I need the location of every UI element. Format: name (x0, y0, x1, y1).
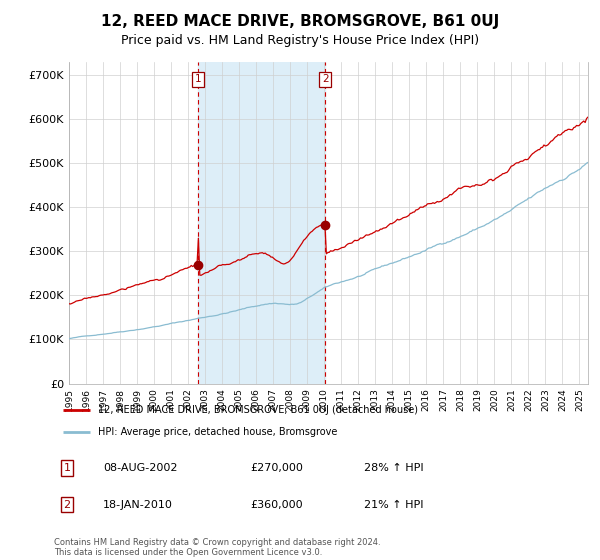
Text: 1: 1 (195, 74, 202, 84)
Text: 12, REED MACE DRIVE, BROMSGROVE, B61 0UJ (detached house): 12, REED MACE DRIVE, BROMSGROVE, B61 0UJ… (98, 405, 418, 416)
Text: £270,000: £270,000 (250, 463, 303, 473)
Text: 2: 2 (64, 500, 70, 510)
Text: Contains HM Land Registry data © Crown copyright and database right 2024.
This d: Contains HM Land Registry data © Crown c… (54, 538, 380, 557)
Text: 1: 1 (64, 463, 70, 473)
Text: 2: 2 (322, 74, 328, 84)
Text: Price paid vs. HM Land Registry's House Price Index (HPI): Price paid vs. HM Land Registry's House … (121, 34, 479, 46)
Text: 18-JAN-2010: 18-JAN-2010 (103, 500, 173, 510)
Text: 12, REED MACE DRIVE, BROMSGROVE, B61 0UJ: 12, REED MACE DRIVE, BROMSGROVE, B61 0UJ (101, 14, 499, 29)
Text: 08-AUG-2002: 08-AUG-2002 (103, 463, 178, 473)
Text: £360,000: £360,000 (250, 500, 303, 510)
Text: 28% ↑ HPI: 28% ↑ HPI (364, 463, 423, 473)
Bar (199, 62, 325, 384)
Text: HPI: Average price, detached house, Bromsgrove: HPI: Average price, detached house, Brom… (98, 427, 338, 437)
Text: 21% ↑ HPI: 21% ↑ HPI (364, 500, 423, 510)
